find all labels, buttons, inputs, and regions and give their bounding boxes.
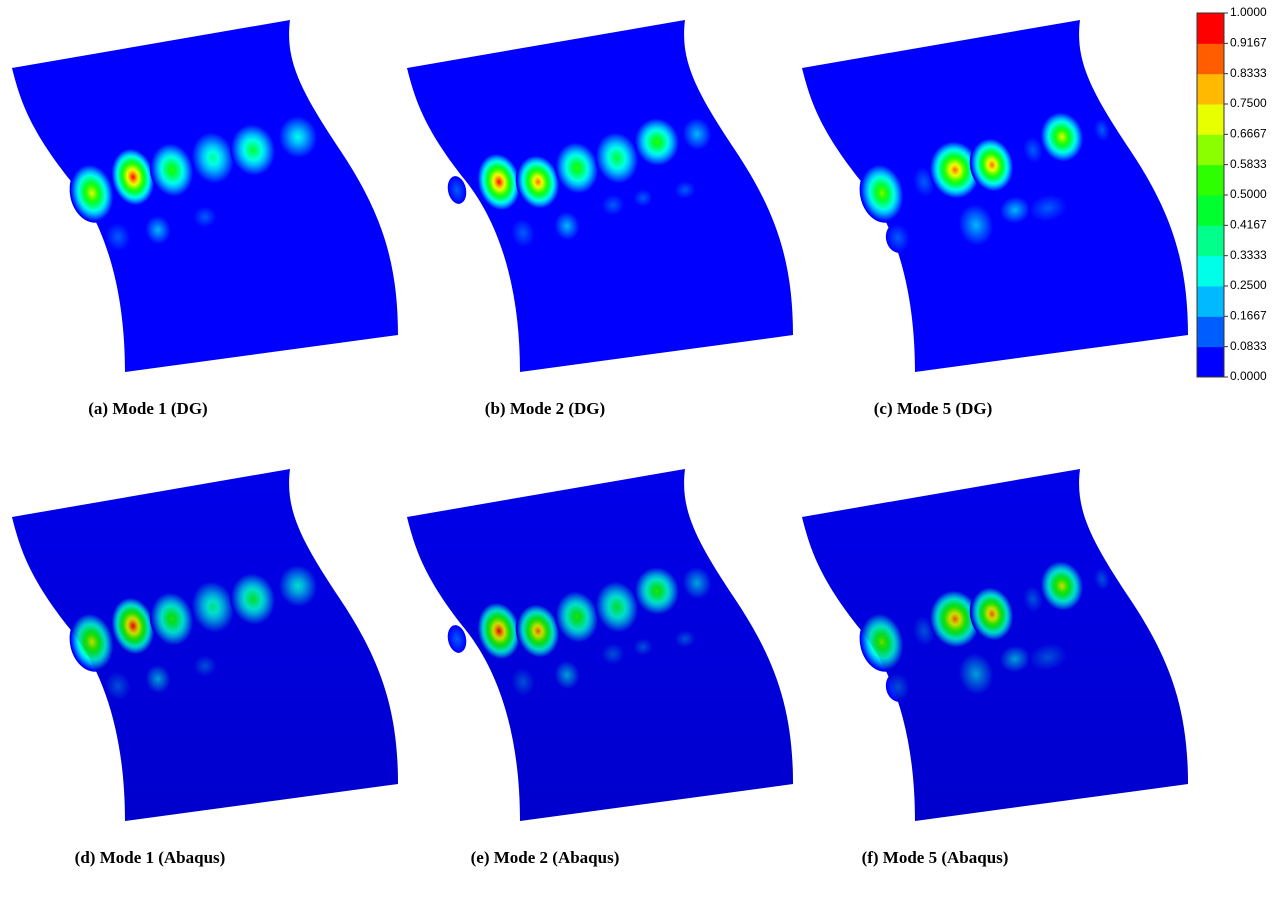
colorbar-label: 0.2500 — [1230, 278, 1267, 292]
surface — [12, 20, 398, 372]
colorbar-band — [1197, 13, 1224, 44]
colorbar-label: 0.0833 — [1230, 339, 1267, 353]
contour-plot — [407, 20, 793, 372]
colorbar-band — [1197, 134, 1224, 165]
surface — [802, 20, 1188, 372]
figure: (a) Mode 1 (DG) (b) Mode 2 (DG) (c) Mode 5… — [0, 0, 1288, 899]
caption: (d) Mode 1 (Abaqus) — [75, 848, 226, 867]
contour-plot — [12, 469, 398, 821]
colorbar-band — [1197, 225, 1224, 256]
colorbar-band — [1197, 195, 1224, 226]
caption: (a) Mode 1 (DG) — [88, 399, 207, 418]
contour-plot — [802, 469, 1188, 821]
contour-plot — [12, 20, 398, 372]
caption: (f) Mode 5 (Abaqus) — [862, 848, 1009, 867]
shading — [802, 469, 1188, 821]
colorbar-band — [1197, 165, 1224, 196]
colorbar-label: 0.0000 — [1230, 369, 1267, 383]
colorbar-band — [1197, 347, 1224, 378]
colorbar-label: 0.5000 — [1230, 187, 1267, 201]
caption: (e) Mode 2 (Abaqus) — [471, 848, 620, 867]
colorbar-band — [1197, 104, 1224, 135]
colorbar-label: 0.7500 — [1230, 96, 1267, 110]
colorbar-band — [1197, 74, 1224, 105]
contour-plot — [802, 20, 1188, 372]
colorbar-label: 0.3333 — [1230, 248, 1267, 262]
caption: (c) Mode 5 (DG) — [874, 399, 993, 418]
caption: (b) Mode 2 (DG) — [485, 399, 605, 418]
colorbar-label: 0.4167 — [1230, 218, 1267, 232]
contour-plot — [407, 469, 793, 821]
colorbar-label: 0.8333 — [1230, 66, 1267, 80]
colorbar-band — [1197, 256, 1224, 287]
shading — [12, 469, 398, 821]
colorbar-band — [1197, 316, 1224, 347]
colorbar-band — [1197, 286, 1224, 317]
colorbar-band — [1197, 43, 1224, 74]
colorbar-label: 0.1667 — [1230, 309, 1267, 323]
colorbar-label: 1.0000 — [1230, 5, 1267, 19]
colorbar-label: 0.5833 — [1230, 157, 1267, 171]
colorbar-label: 0.9167 — [1230, 36, 1267, 50]
colorbar-label: 0.6667 — [1230, 127, 1267, 141]
